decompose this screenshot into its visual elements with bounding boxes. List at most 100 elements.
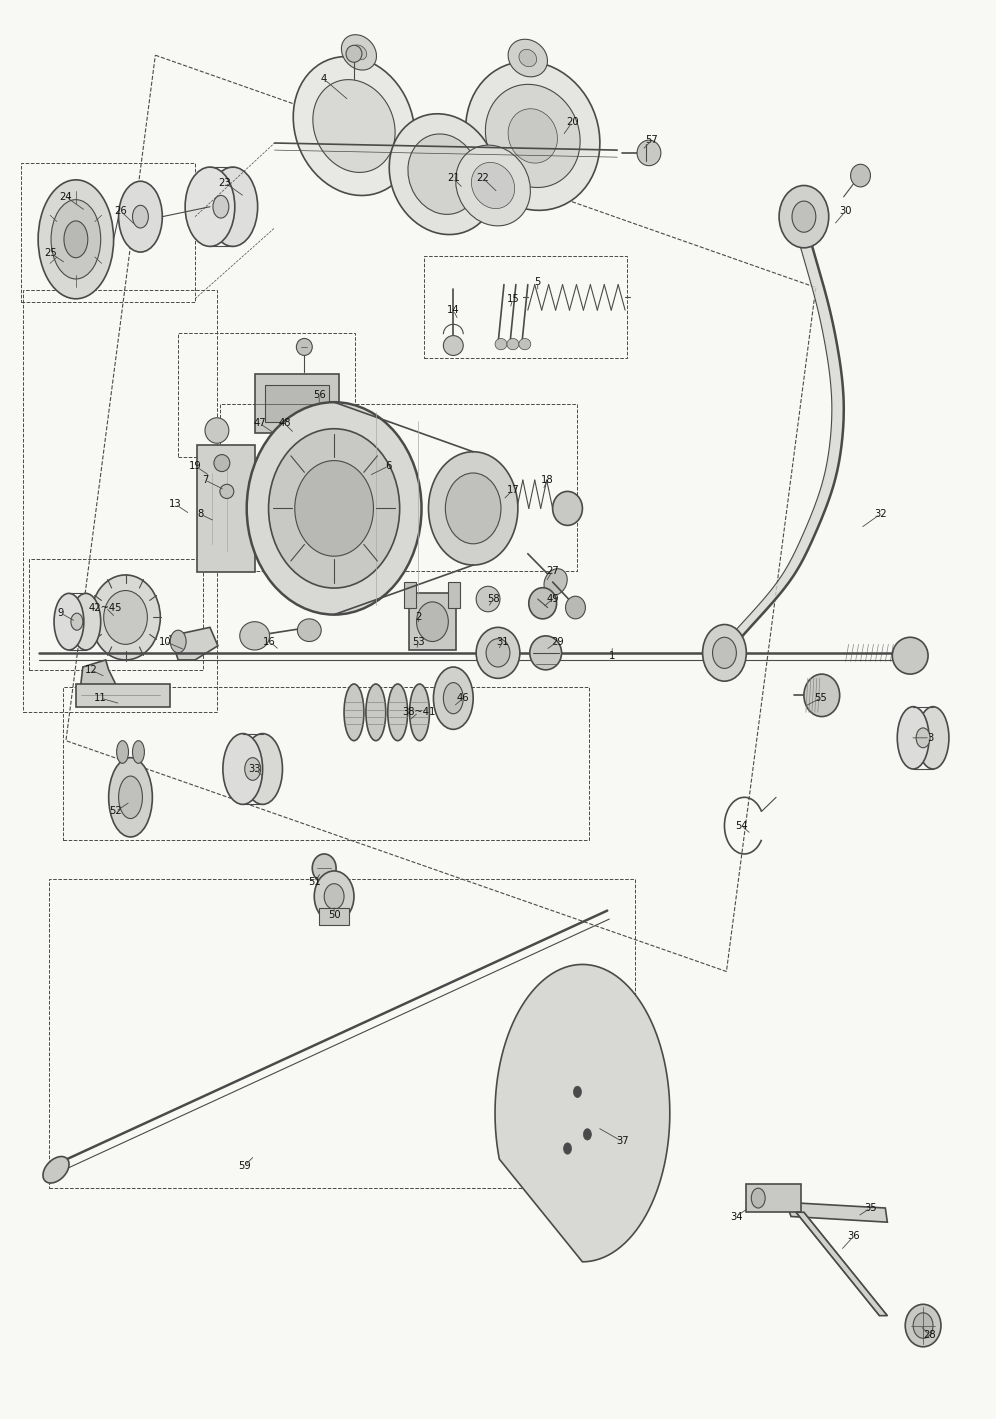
Ellipse shape [529, 587, 557, 619]
Text: 56: 56 [313, 390, 326, 400]
Bar [423, 257, 627, 358]
Polygon shape [786, 1202, 887, 1222]
Text: 38~41: 38~41 [401, 707, 435, 718]
Ellipse shape [486, 639, 510, 667]
Text: 20: 20 [566, 116, 579, 126]
Circle shape [751, 1188, 765, 1208]
Text: 18: 18 [542, 475, 554, 485]
Ellipse shape [389, 114, 498, 234]
Ellipse shape [313, 854, 336, 883]
Ellipse shape [495, 339, 507, 349]
Text: 11: 11 [95, 692, 108, 704]
Ellipse shape [443, 336, 463, 355]
Ellipse shape [220, 484, 234, 498]
Ellipse shape [779, 186, 829, 248]
Text: 48: 48 [278, 419, 291, 429]
Text: 27: 27 [546, 566, 559, 576]
Text: 35: 35 [865, 1203, 876, 1213]
Text: 17: 17 [507, 485, 519, 495]
Text: 47: 47 [253, 419, 266, 429]
Ellipse shape [433, 667, 473, 729]
Polygon shape [796, 1212, 887, 1315]
Ellipse shape [471, 162, 515, 209]
Text: 52: 52 [110, 806, 122, 816]
Text: 16: 16 [263, 637, 276, 647]
Text: 49: 49 [547, 595, 559, 604]
Ellipse shape [409, 684, 429, 741]
Bar [63, 687, 590, 840]
Text: 19: 19 [188, 461, 201, 471]
Polygon shape [495, 965, 670, 1261]
Ellipse shape [892, 637, 928, 674]
Ellipse shape [109, 758, 152, 837]
Text: 7: 7 [202, 475, 208, 485]
Ellipse shape [851, 165, 871, 187]
Text: 53: 53 [412, 637, 425, 647]
Text: 37: 37 [616, 1137, 628, 1147]
Ellipse shape [38, 180, 114, 299]
Text: 34: 34 [730, 1212, 743, 1222]
Bar [21, 163, 195, 302]
Ellipse shape [445, 473, 501, 543]
Polygon shape [170, 627, 218, 660]
Ellipse shape [64, 221, 88, 258]
Text: 58: 58 [487, 595, 499, 604]
Circle shape [916, 728, 930, 748]
Text: 25: 25 [45, 248, 58, 258]
Ellipse shape [530, 636, 562, 670]
Text: 15: 15 [507, 294, 519, 304]
Bar [255, 373, 339, 433]
Text: 59: 59 [238, 1161, 251, 1171]
Bar [23, 291, 217, 712]
Ellipse shape [119, 776, 142, 819]
Ellipse shape [485, 84, 580, 187]
Ellipse shape [344, 684, 364, 741]
Ellipse shape [205, 417, 229, 443]
Ellipse shape [897, 707, 929, 769]
Text: 6: 6 [385, 461, 392, 471]
Bar [746, 1183, 801, 1212]
Ellipse shape [313, 79, 395, 173]
Ellipse shape [208, 167, 258, 247]
Ellipse shape [91, 575, 160, 660]
Ellipse shape [905, 1304, 941, 1347]
Ellipse shape [519, 339, 531, 349]
Ellipse shape [476, 627, 520, 678]
Text: 29: 29 [551, 637, 564, 647]
Ellipse shape [243, 734, 283, 805]
Text: 55: 55 [815, 692, 827, 704]
Text: 46: 46 [457, 692, 469, 704]
Ellipse shape [117, 741, 128, 763]
Bar [197, 444, 255, 572]
Text: 42~45: 42~45 [89, 603, 123, 613]
Ellipse shape [352, 45, 367, 60]
Ellipse shape [408, 133, 479, 214]
Ellipse shape [508, 40, 548, 77]
Ellipse shape [443, 683, 463, 714]
Ellipse shape [637, 140, 661, 166]
Ellipse shape [214, 454, 230, 471]
Text: 50: 50 [328, 910, 341, 920]
Ellipse shape [702, 624, 746, 681]
Ellipse shape [240, 622, 270, 650]
Ellipse shape [712, 637, 736, 668]
Ellipse shape [71, 593, 101, 650]
Circle shape [170, 630, 186, 653]
Ellipse shape [792, 201, 816, 233]
Text: 9: 9 [58, 609, 64, 619]
Bar [76, 684, 170, 707]
Ellipse shape [298, 619, 321, 641]
Ellipse shape [804, 674, 840, 717]
Ellipse shape [346, 45, 362, 62]
Text: 32: 32 [874, 509, 886, 519]
Circle shape [71, 613, 83, 630]
Ellipse shape [104, 590, 147, 644]
Ellipse shape [132, 741, 144, 763]
Polygon shape [81, 660, 116, 698]
Text: 54: 54 [735, 820, 748, 830]
Ellipse shape [119, 182, 162, 253]
Ellipse shape [247, 402, 421, 614]
Ellipse shape [476, 586, 500, 612]
Text: 14: 14 [447, 305, 459, 315]
Ellipse shape [269, 429, 399, 587]
